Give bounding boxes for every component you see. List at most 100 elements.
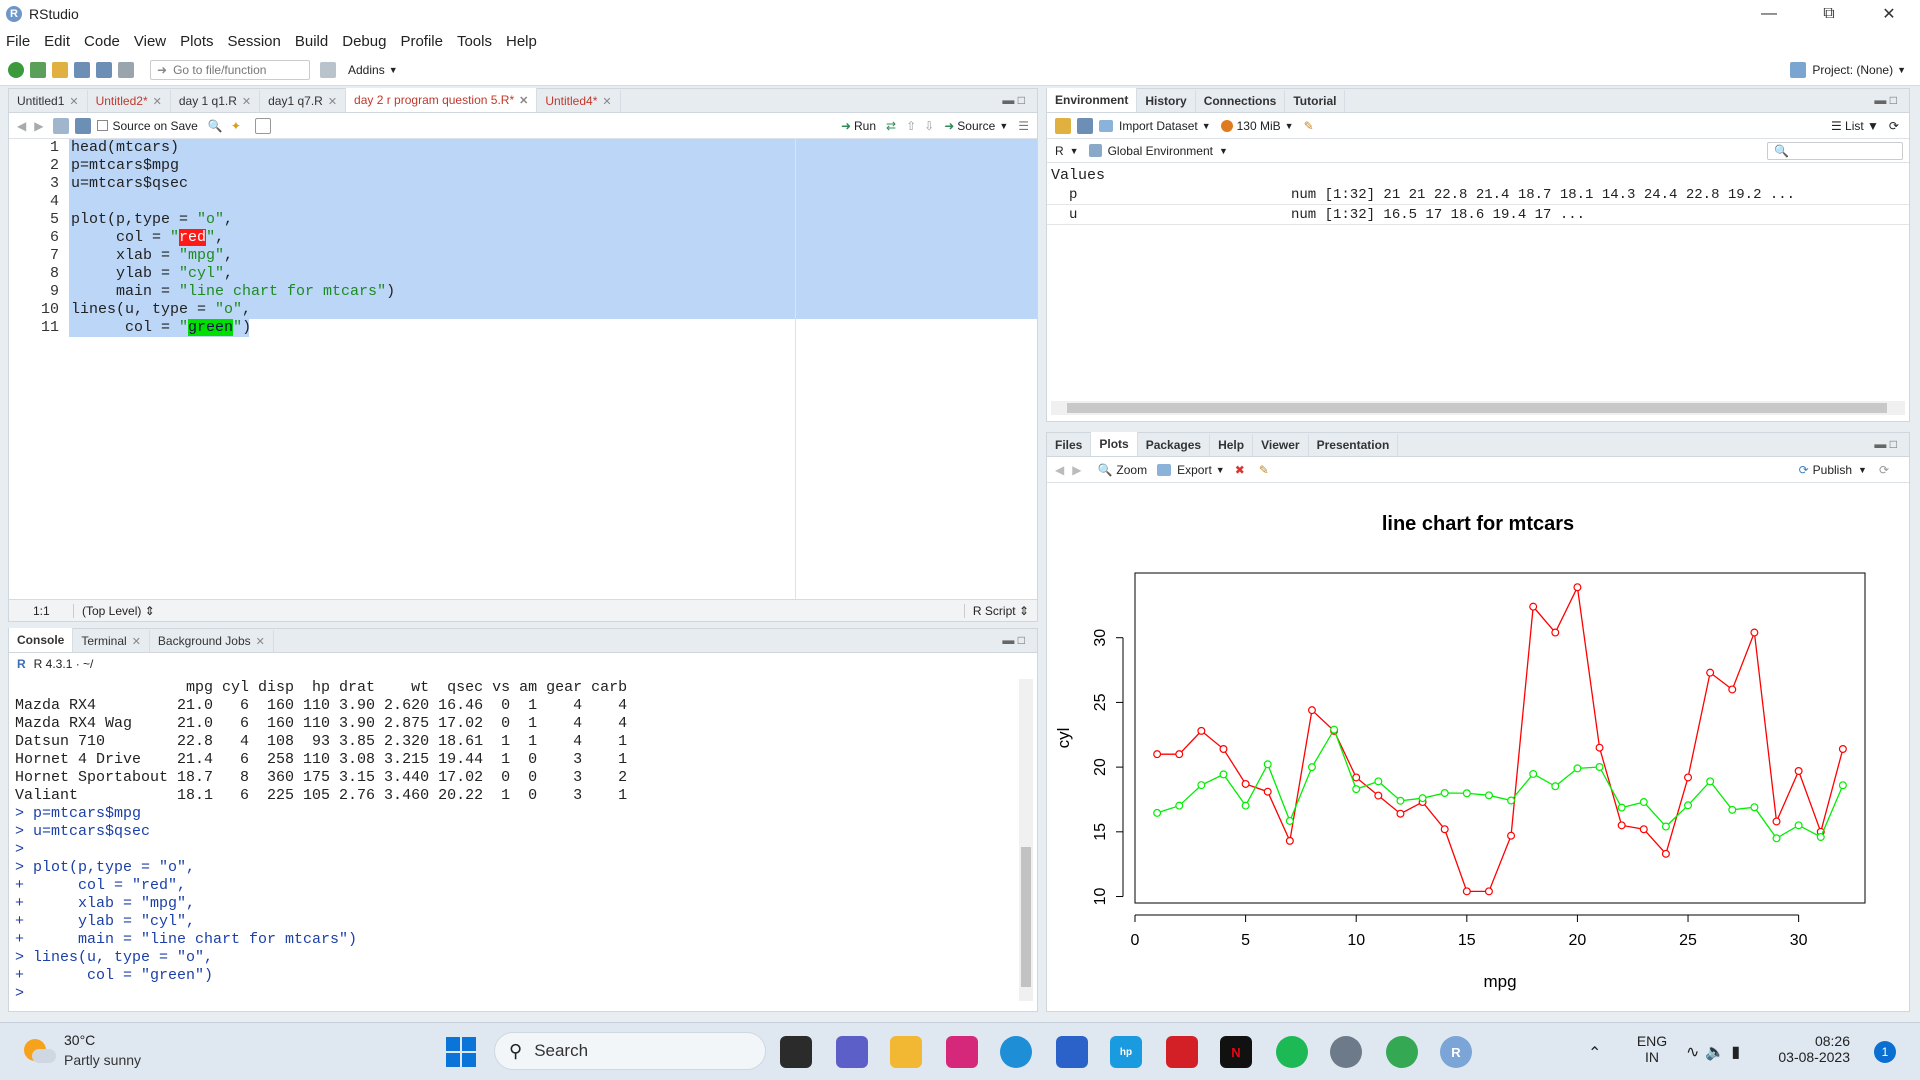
file-explorer-icon[interactable] bbox=[890, 1036, 922, 1068]
save-icon[interactable] bbox=[74, 61, 90, 78]
weather-icon[interactable] bbox=[22, 1035, 56, 1069]
compile-report-icon[interactable] bbox=[254, 117, 271, 134]
open-file-icon[interactable] bbox=[52, 61, 68, 78]
menu-file[interactable]: File bbox=[6, 32, 31, 50]
pane-minmax-icon[interactable]: ▬ □ bbox=[1874, 437, 1897, 451]
netflix-icon[interactable]: N bbox=[1220, 1036, 1252, 1068]
menu-plots[interactable]: Plots bbox=[180, 32, 214, 50]
save-icon[interactable] bbox=[75, 117, 92, 134]
edge-icon[interactable] bbox=[1000, 1036, 1032, 1068]
scroll-thumb[interactable] bbox=[1021, 847, 1031, 987]
publish-button[interactable]: ⟳ Publish ▼ ⟳ bbox=[1798, 462, 1889, 477]
magic-wand-icon[interactable]: ✦ bbox=[230, 118, 241, 133]
rerun-icon[interactable]: ⇄ bbox=[886, 118, 897, 133]
save-all-icon[interactable] bbox=[96, 61, 112, 78]
run-button[interactable]: ➜ Run bbox=[840, 118, 877, 133]
console-output[interactable]: mpg cyl disp hp drat wt qsec vs am gear … bbox=[15, 679, 1015, 1009]
tab-day1-q1[interactable]: day 1 q1.R ✕ bbox=[171, 90, 261, 112]
scope-selector[interactable]: (Top Level) ⇕ bbox=[73, 603, 155, 618]
input-language[interactable]: ENG IN bbox=[1636, 1033, 1668, 1065]
close-icon[interactable]: ✕ bbox=[69, 95, 79, 108]
menu-profile[interactable]: Profile bbox=[400, 32, 443, 50]
chevron-up-icon[interactable]: ⌃ bbox=[1588, 1045, 1602, 1062]
weather-desc[interactable]: Partly sunny bbox=[64, 1052, 142, 1068]
scroll-thumb[interactable] bbox=[1067, 403, 1887, 413]
pane-minmax-icon[interactable]: ▬ □ bbox=[1874, 93, 1897, 107]
back-arrow-icon[interactable]: ◀ bbox=[17, 118, 27, 133]
close-icon[interactable]: ✕ bbox=[152, 95, 162, 108]
tab-files[interactable]: Files bbox=[1047, 434, 1092, 456]
source-on-save-checkbox[interactable]: Source on Save bbox=[97, 119, 198, 133]
tab-terminal[interactable]: Terminal ✕ bbox=[73, 630, 150, 652]
menu-help[interactable]: Help bbox=[506, 32, 537, 50]
wifi-volume-battery-icons[interactable]: ∿🔈▮ bbox=[1686, 1044, 1747, 1061]
console-prompt[interactable]: > bbox=[15, 985, 34, 1002]
env-row-u[interactable]: u num [1:32] 16.5 17 18.6 19.4 17 ... bbox=[1047, 207, 1909, 225]
addins-button[interactable]: Addins bbox=[348, 62, 385, 77]
zoom-button[interactable]: 🔍 Zoom bbox=[1097, 462, 1148, 477]
save-workspace-icon[interactable] bbox=[1077, 117, 1093, 134]
settings-gear-icon[interactable] bbox=[1330, 1036, 1362, 1068]
grid-icon[interactable] bbox=[320, 61, 336, 78]
menu-session[interactable]: Session bbox=[227, 32, 281, 50]
environment-selector[interactable]: Global Environment ▼ bbox=[1088, 144, 1228, 158]
tab-untitled1[interactable]: Untitled1 ✕ bbox=[9, 90, 88, 112]
console-scrollbar[interactable] bbox=[1019, 679, 1033, 1001]
print-icon[interactable] bbox=[118, 61, 134, 78]
restore-button[interactable]: ⧉ bbox=[1823, 5, 1835, 22]
tab-connections[interactable]: Connections bbox=[1196, 90, 1286, 112]
weather-temp[interactable]: 30°C bbox=[64, 1032, 96, 1048]
instagram-icon[interactable] bbox=[946, 1036, 978, 1068]
tab-tutorial[interactable]: Tutorial bbox=[1285, 90, 1346, 112]
tab-day2-question5[interactable]: day 2 r program question 5.R* ✕ bbox=[346, 88, 538, 112]
notification-badge[interactable]: 1 bbox=[1874, 1041, 1896, 1063]
pane-minmax-icon[interactable]: ▬ □ bbox=[1002, 93, 1025, 107]
outline-icon[interactable]: ☰ bbox=[1018, 118, 1029, 133]
close-icon[interactable]: ✕ bbox=[519, 94, 529, 107]
tab-background-jobs[interactable]: Background Jobs ✕ bbox=[150, 630, 274, 652]
up-arrow-icon[interactable]: ⇧ bbox=[906, 118, 917, 133]
close-icon[interactable]: ✕ bbox=[255, 635, 265, 648]
spotify-icon[interactable] bbox=[1276, 1036, 1308, 1068]
start-icon[interactable] bbox=[446, 1037, 476, 1067]
close-icon[interactable]: ✕ bbox=[327, 95, 338, 108]
mcafee-icon[interactable] bbox=[1166, 1036, 1198, 1068]
back-arrow-icon[interactable]: ◀ bbox=[1055, 462, 1065, 477]
broom-icon[interactable]: ✎ bbox=[1303, 118, 1314, 133]
rstudio-taskbar-icon[interactable]: R bbox=[1440, 1036, 1472, 1068]
pane-minmax-icon[interactable]: ▬ □ bbox=[1002, 633, 1025, 647]
load-workspace-icon[interactable] bbox=[1055, 117, 1071, 134]
env-row-p[interactable]: p num [1:32] 21 21 22.8 21.4 18.7 18.1 14… bbox=[1047, 187, 1909, 205]
file-type-selector[interactable]: R Script ⇕ bbox=[963, 603, 1029, 618]
tab-help[interactable]: Help bbox=[1210, 434, 1254, 456]
close-icon[interactable]: ✕ bbox=[241, 95, 252, 108]
myhp-icon[interactable]: hp bbox=[1110, 1036, 1142, 1068]
minimize-button[interactable]: — bbox=[1761, 5, 1777, 22]
tab-untitled2[interactable]: Untitled2* ✕ bbox=[88, 90, 171, 112]
show-in-window-icon[interactable] bbox=[53, 117, 70, 134]
menu-debug[interactable]: Debug bbox=[342, 32, 387, 50]
menu-tools[interactable]: Tools bbox=[456, 32, 492, 50]
new-project-icon[interactable] bbox=[30, 61, 46, 78]
tab-plots[interactable]: Plots bbox=[1091, 432, 1138, 456]
tab-viewer[interactable]: Viewer bbox=[1253, 434, 1309, 456]
taskbar-search[interactable]: ⚲ Search bbox=[494, 1032, 766, 1070]
code-editor[interactable]: 1 2 3 4 5 6 7 8 9 10 11 head(mtcars) p=m… bbox=[9, 139, 1037, 599]
import-dataset-button[interactable]: Import Dataset ▼ bbox=[1099, 119, 1211, 133]
language-selector[interactable]: R ▼ bbox=[1055, 143, 1079, 158]
source-button[interactable]: ➜ Source ▼ bbox=[944, 118, 1009, 133]
menu-build[interactable]: Build bbox=[294, 32, 329, 50]
forward-arrow-icon[interactable]: ▶ bbox=[34, 118, 44, 133]
environment-search-input[interactable]: 🔍 bbox=[1767, 141, 1903, 160]
go-to-file-input[interactable]: ➜ Go to file/function bbox=[150, 59, 310, 80]
teams-chat-icon[interactable] bbox=[836, 1036, 868, 1068]
menu-view[interactable]: View bbox=[133, 32, 167, 50]
task-view-icon[interactable] bbox=[780, 1036, 812, 1068]
tab-console[interactable]: Console bbox=[9, 628, 74, 652]
close-button[interactable]: ✕ bbox=[1882, 6, 1896, 23]
clock[interactable]: 08:26 03-08-2023 bbox=[1778, 1033, 1850, 1065]
search-icon[interactable]: 🔍 bbox=[207, 118, 223, 133]
menu-code[interactable]: Code bbox=[84, 32, 120, 50]
down-arrow-icon[interactable]: ⇩ bbox=[924, 118, 935, 133]
store-icon[interactable] bbox=[1056, 1036, 1088, 1068]
